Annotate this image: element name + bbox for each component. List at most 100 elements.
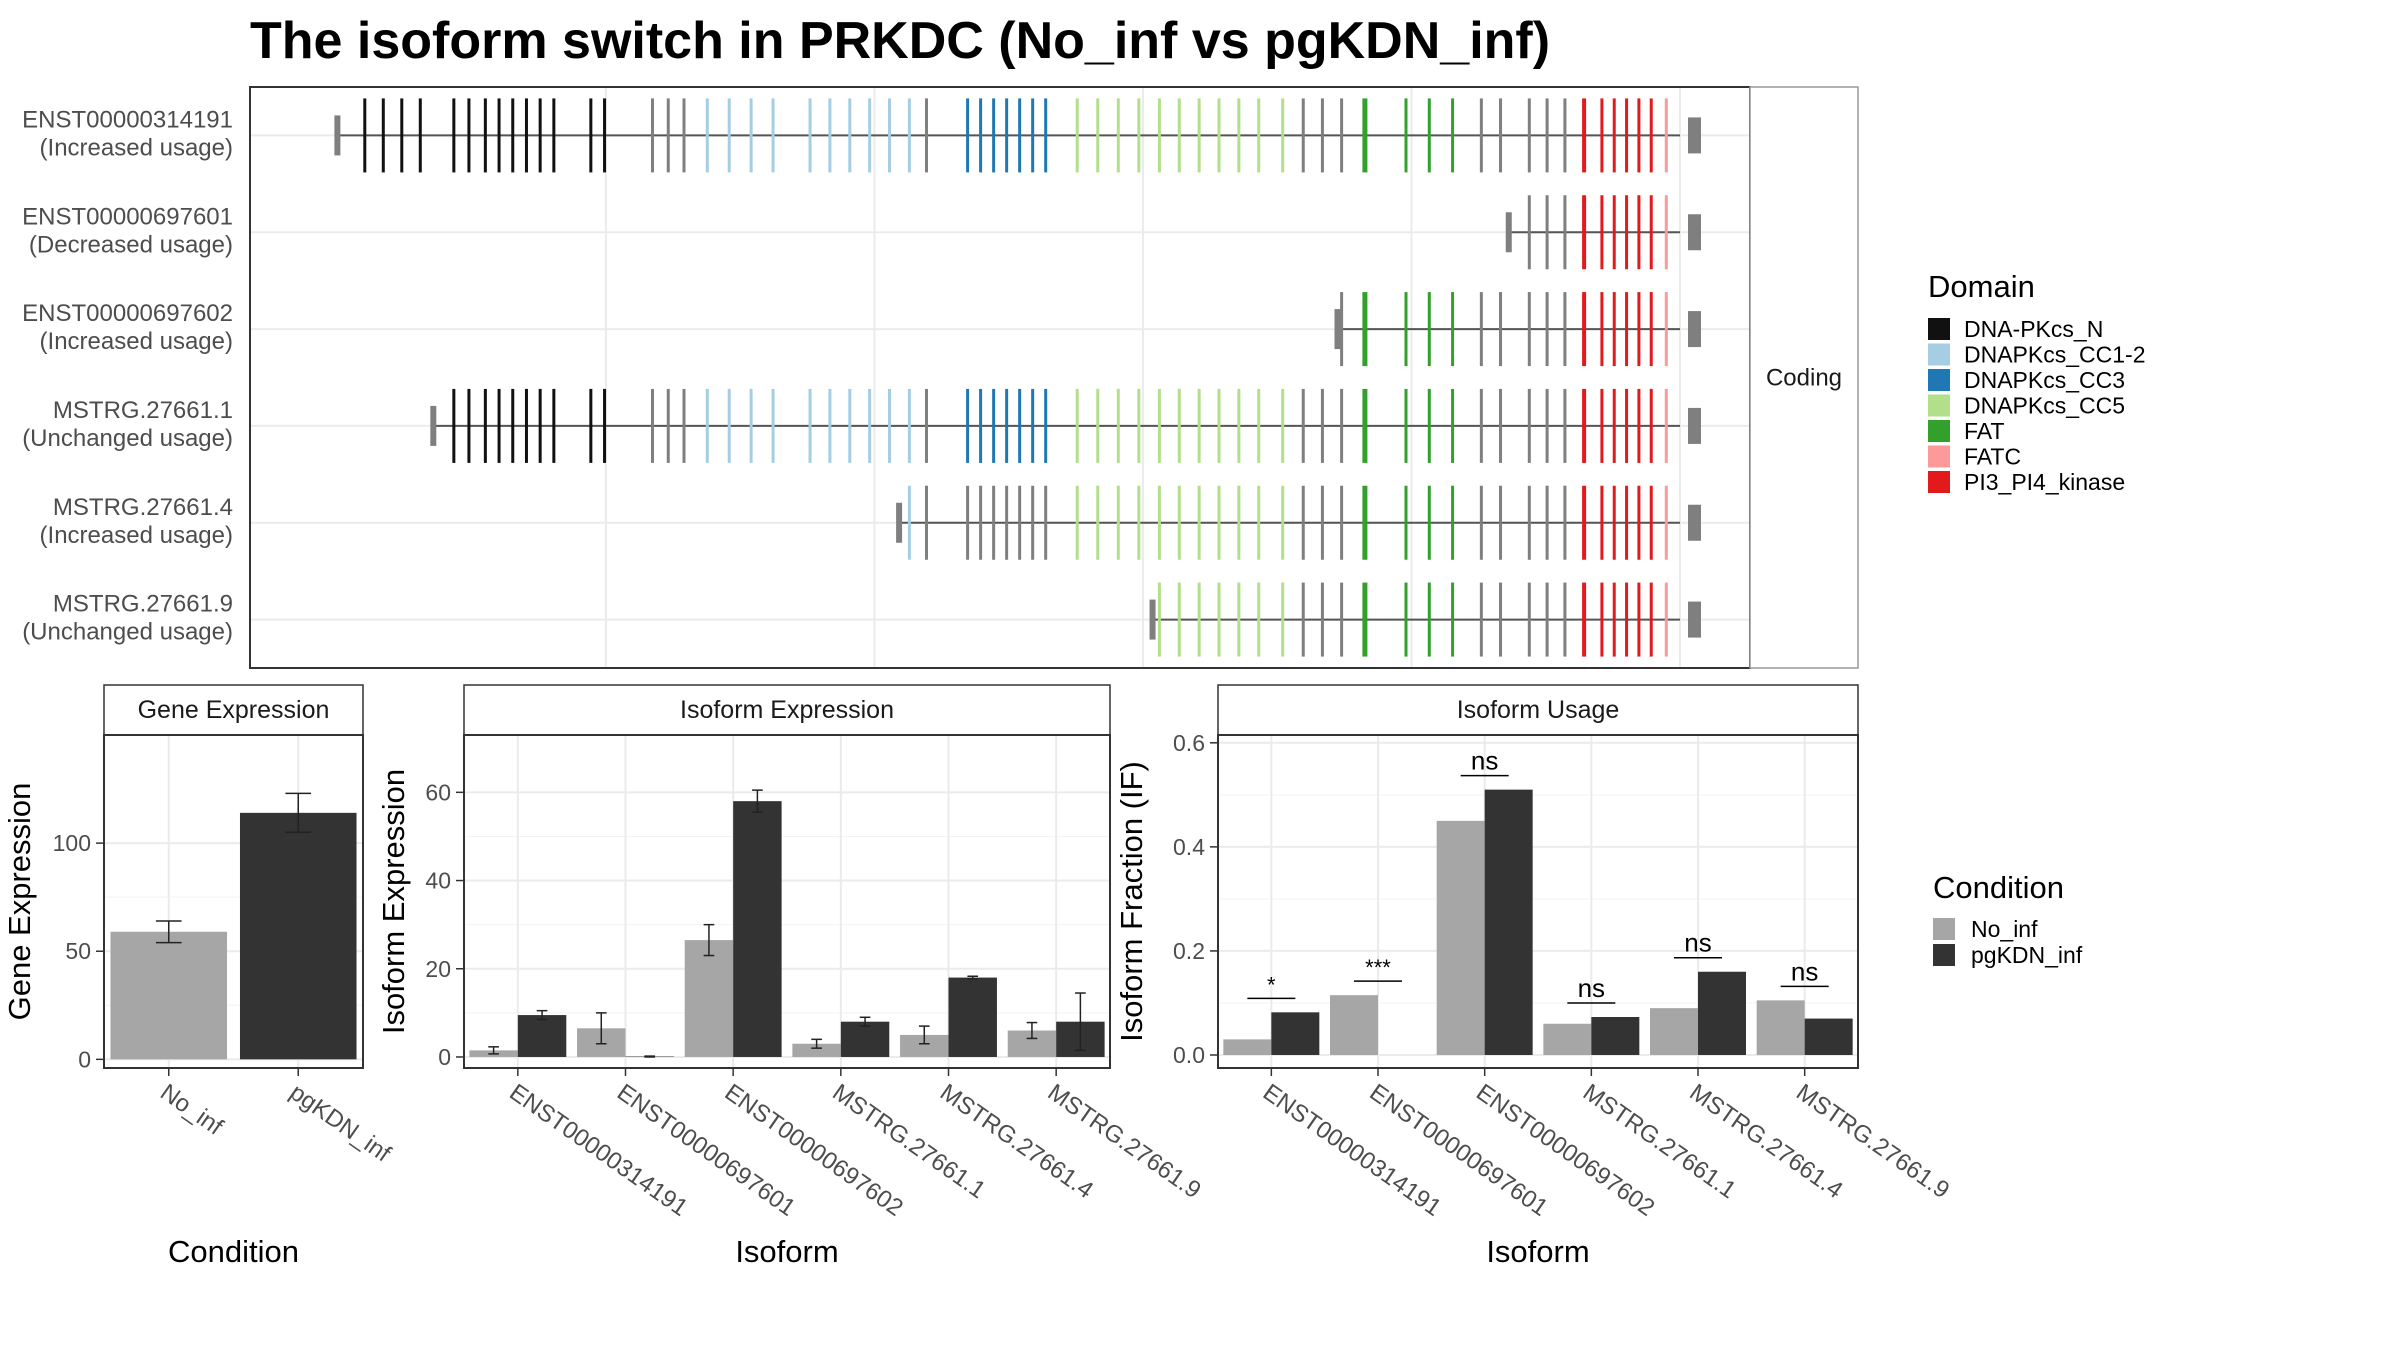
exon [979, 98, 983, 173]
exon [1404, 582, 1408, 657]
exon [1197, 98, 1201, 173]
exon [979, 388, 983, 463]
exon [1362, 292, 1368, 367]
exon [1527, 292, 1531, 367]
exon [603, 98, 607, 173]
significance-label: ns [1791, 956, 1818, 986]
exon [497, 388, 501, 463]
exon [1625, 485, 1629, 560]
exon [538, 98, 542, 173]
utr-5prime [1334, 309, 1341, 350]
exon [467, 388, 471, 463]
exon [1451, 98, 1455, 173]
isoform-usage-label: (Unchanged usage) [22, 619, 233, 646]
exon [1177, 388, 1181, 463]
exon [1044, 388, 1048, 463]
y-tick-label: 100 [53, 830, 91, 856]
exon [1664, 195, 1668, 270]
exon [651, 388, 654, 463]
y-tick-label: 0.0 [1173, 1042, 1205, 1068]
bar [733, 801, 782, 1057]
exon [1096, 388, 1100, 463]
legend-label-DNAPKcs_CC1-2: DNAPKcs_CC1-2 [1964, 342, 2146, 368]
legend-key-DNA-PKcs_N [1928, 318, 1950, 340]
panel-title: Gene Expression [138, 696, 330, 724]
exon [1362, 98, 1368, 173]
exon [705, 98, 709, 173]
exon [483, 388, 487, 463]
exon [907, 388, 911, 463]
exon [1451, 388, 1455, 463]
exon [1664, 582, 1668, 657]
exon [966, 388, 970, 463]
utr-5prime [1505, 212, 1512, 253]
bar [1484, 789, 1533, 1055]
exon [1600, 582, 1604, 657]
isoform-name-label: ENST00000697601 [22, 203, 233, 230]
exon [589, 388, 593, 463]
exon [1527, 485, 1531, 560]
exon [1625, 582, 1629, 657]
exon [1582, 388, 1587, 463]
exon [483, 98, 487, 173]
legend-key-DNAPKcs_CC5 [1928, 394, 1950, 417]
utr-3prime [1688, 504, 1701, 541]
exon [1545, 388, 1549, 463]
exon [992, 388, 996, 463]
isoform-name-label: MSTRG.27661.9 [53, 591, 233, 618]
exon [848, 98, 852, 173]
legend-key-FATC [1928, 445, 1950, 468]
exon [1005, 388, 1009, 463]
exon [1075, 388, 1079, 463]
transcript-MSTRG.27661.4 [896, 485, 1701, 560]
transcript-ENST00000697601 [1505, 195, 1701, 270]
legend-label-FAT: FAT [1964, 418, 2004, 444]
bar [110, 931, 228, 1060]
exon [1664, 98, 1668, 173]
exon [1563, 485, 1567, 560]
exon [1600, 292, 1604, 367]
y-tick-label: 0 [78, 1046, 91, 1072]
exon [1340, 388, 1344, 463]
exon [705, 388, 709, 463]
legend-label-FATC: FATC [1964, 444, 2021, 470]
exon [1427, 582, 1431, 657]
bar [239, 812, 357, 1060]
significance-label: *** [1365, 955, 1391, 980]
significance-label: ns [1578, 973, 1605, 1003]
exon [1612, 582, 1616, 657]
legend-key-DNAPKcs_CC1-2 [1928, 343, 1950, 366]
exon [808, 98, 812, 173]
exon [1499, 98, 1503, 173]
exon [1451, 485, 1455, 560]
exon [1217, 98, 1221, 173]
exon [1177, 98, 1181, 173]
exon [1637, 388, 1641, 463]
exon [1157, 582, 1161, 657]
panel-title: Isoform Expression [680, 696, 894, 724]
exon [1301, 98, 1305, 173]
exon [511, 98, 515, 173]
exon [1075, 98, 1079, 173]
exon [1545, 485, 1549, 560]
exon [682, 98, 686, 173]
exon [1237, 98, 1241, 173]
utr-3prime [1688, 117, 1701, 154]
significance-label: * [1267, 972, 1276, 997]
exon [1197, 485, 1201, 560]
utr-3prime [1688, 601, 1701, 638]
bar [1543, 1023, 1592, 1055]
exon [1427, 292, 1431, 367]
exon [1451, 292, 1455, 367]
exon [808, 388, 812, 463]
utr-3prime [1688, 214, 1701, 251]
exon [1116, 485, 1120, 560]
exon [1137, 388, 1141, 463]
bar [948, 977, 997, 1057]
isoform-usage-label: (Decreased usage) [29, 231, 233, 258]
exon [1625, 388, 1629, 463]
exon [1217, 582, 1221, 657]
exon [1527, 98, 1531, 173]
exon [1281, 388, 1285, 463]
exon [1044, 98, 1048, 173]
